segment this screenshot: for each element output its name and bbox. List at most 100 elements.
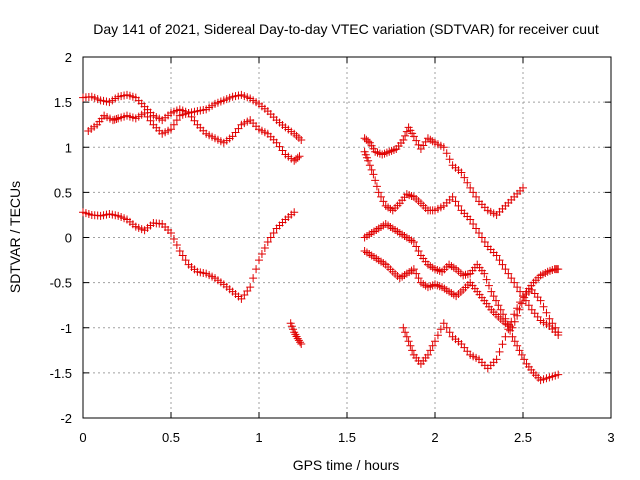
data-point [439, 319, 448, 328]
data-point [496, 305, 505, 314]
data-point [296, 338, 305, 347]
data-point [501, 332, 510, 341]
data-point [260, 244, 269, 253]
data-point [412, 269, 421, 278]
data-point [112, 114, 121, 123]
data-point [169, 120, 178, 129]
series-arc-b [84, 108, 304, 165]
data-point [487, 287, 496, 296]
data-point [295, 152, 304, 161]
data-point [426, 346, 435, 355]
data-point [252, 265, 261, 274]
data-point [463, 178, 472, 187]
data-point [246, 283, 255, 292]
data-point [445, 155, 454, 164]
data-point [423, 350, 432, 359]
data-point [291, 330, 300, 339]
data-point [469, 219, 478, 228]
y-tick-label: 2 [65, 50, 72, 65]
data-point [297, 339, 306, 348]
data-point [460, 173, 469, 182]
data-point [504, 325, 513, 334]
series-arc-d [286, 319, 306, 348]
data-point [436, 325, 445, 334]
data-point [495, 256, 504, 265]
data-point [539, 302, 548, 311]
data-point [513, 283, 522, 292]
data-point [371, 176, 380, 185]
series-arc-c [79, 208, 299, 303]
y-tick-label: -1 [60, 321, 72, 336]
x-tick-label: 1 [255, 430, 262, 445]
data-point [379, 197, 388, 206]
data-point [175, 247, 184, 256]
data-point [249, 274, 258, 283]
data-point [409, 265, 418, 274]
series-arc-h [360, 247, 563, 332]
y-tick-label: 0 [65, 231, 72, 246]
data-point [442, 323, 451, 332]
data-point [377, 192, 386, 201]
x-axis-label: GPS time / hours [293, 457, 400, 473]
data-point [498, 340, 507, 349]
data-point [504, 269, 513, 278]
data-point [433, 331, 442, 340]
data-point [369, 170, 378, 179]
data-point [169, 235, 178, 244]
data-point [520, 355, 529, 364]
x-tick-label: 0.5 [162, 430, 180, 445]
data-point [517, 350, 526, 359]
data-point [536, 296, 545, 305]
data-point [494, 301, 503, 310]
data-point [492, 251, 501, 260]
data-point [451, 197, 460, 206]
data-point [466, 183, 475, 192]
data-point [542, 308, 551, 317]
data-point [290, 328, 299, 337]
data-point [263, 238, 272, 247]
data-point [412, 136, 421, 145]
data-point [508, 323, 517, 332]
data-point [484, 281, 493, 290]
data-point [257, 250, 266, 259]
data-point [408, 346, 417, 355]
data-point [108, 116, 117, 125]
data-point [510, 278, 519, 287]
data-point [482, 275, 491, 284]
data-point [516, 298, 525, 307]
data-point [409, 132, 418, 141]
data-point [466, 215, 475, 224]
data-point [167, 125, 175, 134]
data-point [513, 304, 522, 313]
series-arc-a [79, 90, 306, 145]
data-point [515, 346, 524, 355]
data-point [181, 256, 190, 265]
data-point [172, 241, 181, 250]
data-point [517, 299, 526, 308]
data-point [414, 247, 423, 256]
data-point [454, 201, 463, 210]
data-point [431, 337, 439, 346]
data-point [507, 317, 516, 326]
data-point [480, 238, 489, 247]
data-point [402, 332, 411, 341]
data-point [372, 182, 381, 191]
data-point [519, 183, 527, 192]
data-point [551, 323, 560, 332]
data-point [412, 242, 421, 251]
data-point [457, 168, 466, 177]
data-point [414, 140, 423, 149]
data-points [79, 90, 563, 385]
data-point [524, 301, 533, 310]
data-point [495, 347, 504, 356]
data-point [507, 274, 516, 283]
y-tick-label: 1.5 [54, 95, 72, 110]
x-tick-label: 1.5 [338, 430, 356, 445]
x-tick-label: 2.5 [514, 430, 532, 445]
data-point [510, 337, 519, 346]
data-point [508, 332, 517, 341]
data-point [428, 341, 437, 350]
x-tick-label: 0 [79, 430, 86, 445]
data-point [501, 265, 510, 274]
data-point [498, 260, 507, 269]
